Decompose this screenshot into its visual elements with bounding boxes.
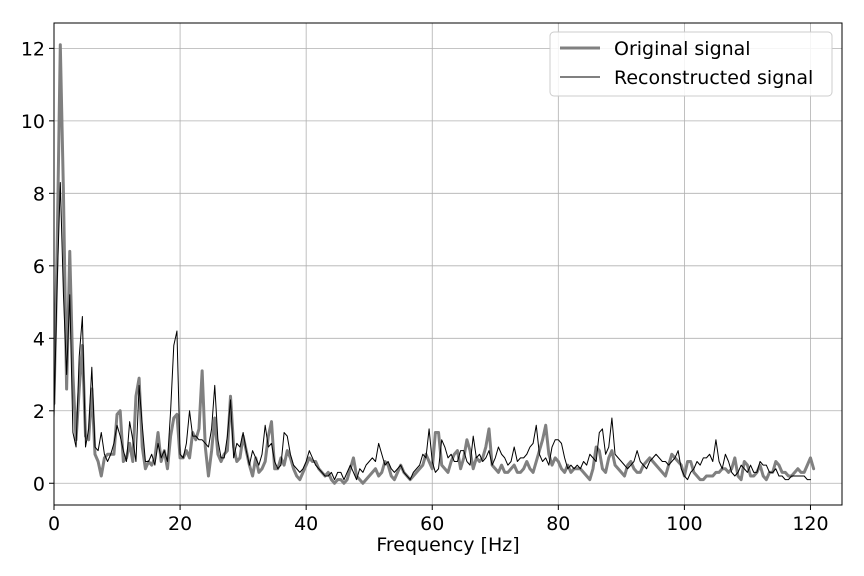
x-tick-label: 20 [168,513,192,535]
x-tick-label: 120 [792,513,828,535]
legend-label-reconstructed: Reconstructed signal [614,67,813,89]
y-axis: 0 2 4 6 8 10 12 [21,38,54,495]
y-tick-label: 12 [21,38,45,60]
y-tick-label: 10 [21,111,45,133]
x-tick-label: 60 [420,513,444,535]
grid-lines [53,23,842,505]
series-layer [54,43,816,485]
plot-frame [53,22,843,506]
x-tick-label: 80 [546,513,570,535]
x-tick-label: 0 [48,513,60,535]
y-tick-label: 4 [33,328,45,350]
y-tick-label: 2 [33,401,45,423]
legend-label-original: Original signal [614,38,751,60]
y-tick-label: 8 [33,183,45,205]
x-axis: 0 20 40 60 80 100 120 [48,505,829,535]
x-tick-label: 100 [666,513,702,535]
series-line-reconstructed [54,181,811,481]
x-axis-label: Frequency [Hz] [376,534,519,556]
y-tick-label: 6 [33,256,45,278]
x-tick-label: 40 [294,513,318,535]
legend: Original signal Reconstructed signal [549,31,833,97]
legend-box [549,31,833,97]
y-tick-label: 0 [33,473,45,495]
series-line-original [54,43,816,485]
